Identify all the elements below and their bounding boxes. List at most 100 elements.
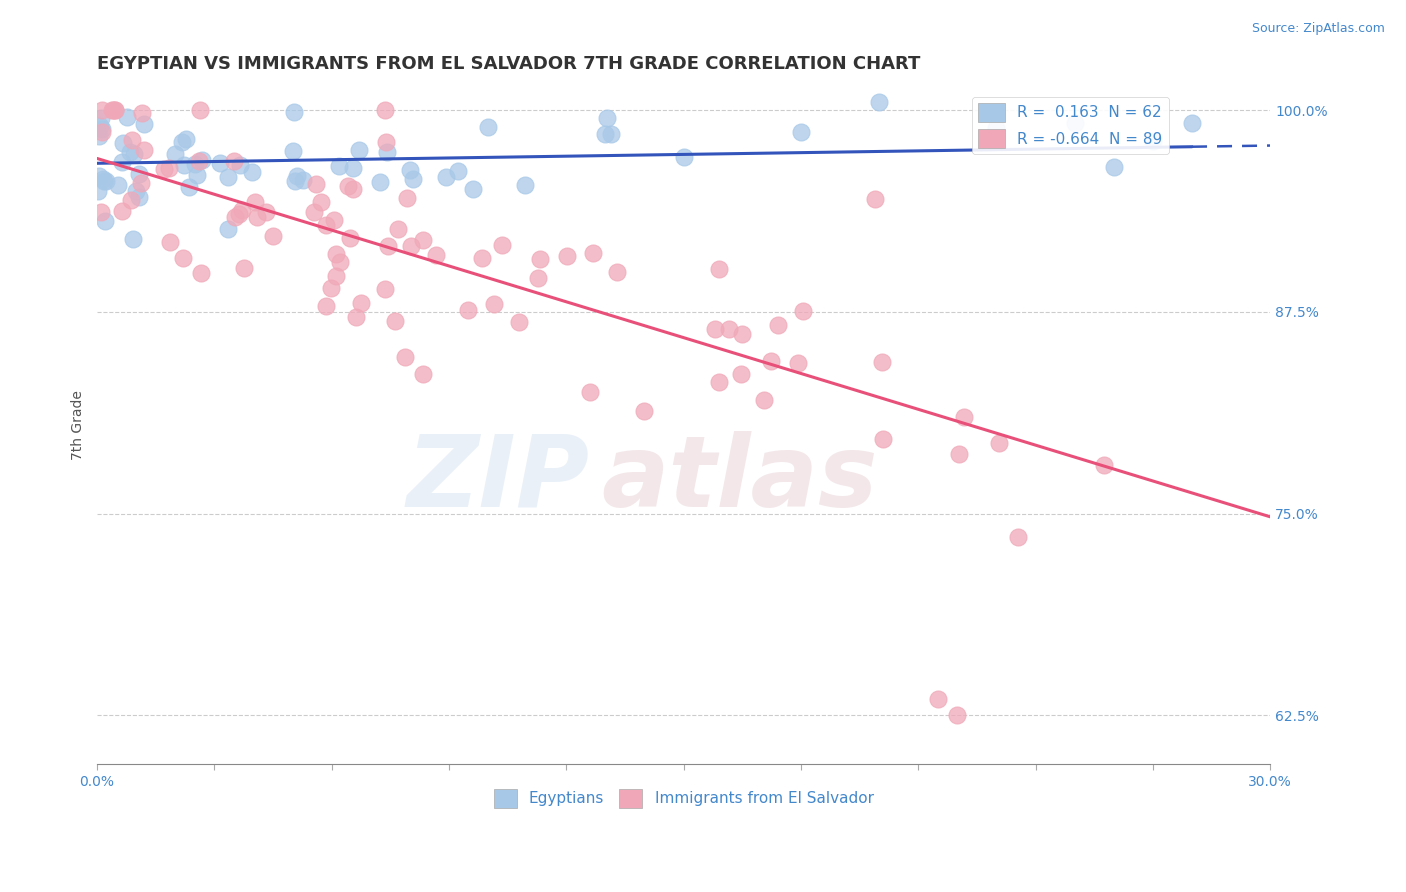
- Point: [91, 172, 114, 186]
- Point: [104, 103, 127, 117]
- Point: [103, 103, 125, 117]
- Point: [91, 125, 114, 139]
- Point: [121, 232, 143, 246]
- Point: [93, 174, 115, 188]
- Point: [229, 158, 252, 172]
- Text: atlas: atlas: [602, 431, 877, 527]
- Point: [217, 222, 239, 236]
- Point: [759, 354, 782, 368]
- Point: [177, 180, 200, 194]
- Point: [446, 164, 468, 178]
- Point: [128, 190, 150, 204]
- Point: [948, 447, 970, 461]
- Point: [946, 708, 969, 723]
- Point: [477, 120, 499, 134]
- Point: [329, 255, 352, 269]
- Point: [246, 210, 269, 224]
- Point: [555, 249, 578, 263]
- Point: [672, 151, 695, 165]
- Point: [457, 303, 479, 318]
- Point: [217, 170, 239, 185]
- Point: [792, 304, 814, 318]
- Point: [952, 410, 974, 425]
- Point: [115, 110, 138, 124]
- Point: [224, 211, 246, 225]
- Point: [111, 155, 134, 169]
- Point: [1102, 161, 1125, 175]
- Point: [599, 128, 621, 142]
- Point: [1092, 458, 1115, 472]
- Point: [482, 296, 505, 310]
- Point: [325, 247, 347, 261]
- Point: [412, 233, 434, 247]
- Point: [90, 111, 112, 125]
- Point: [342, 161, 364, 175]
- Point: [111, 203, 134, 218]
- Point: [394, 350, 416, 364]
- Point: [578, 385, 600, 400]
- Point: [94, 173, 117, 187]
- Point: [375, 145, 398, 159]
- Point: [325, 268, 347, 283]
- Point: [384, 314, 406, 328]
- Point: [131, 106, 153, 120]
- Point: [730, 327, 752, 342]
- Point: [120, 193, 142, 207]
- Point: [491, 238, 513, 252]
- Point: [461, 182, 484, 196]
- Point: [262, 228, 284, 243]
- Point: [157, 161, 180, 175]
- Point: [283, 104, 305, 119]
- Point: [231, 203, 253, 218]
- Point: [872, 433, 894, 447]
- Point: [595, 112, 617, 126]
- Point: [595, 128, 617, 142]
- Point: [281, 144, 304, 158]
- Point: [434, 169, 457, 184]
- Point: [399, 163, 422, 178]
- Point: [173, 158, 195, 172]
- Point: [766, 318, 789, 333]
- Point: [529, 252, 551, 266]
- Point: [752, 393, 775, 408]
- Point: [224, 153, 246, 168]
- Point: [292, 173, 315, 187]
- Point: [606, 264, 628, 278]
- Point: [228, 207, 250, 221]
- Point: [374, 282, 396, 296]
- Point: [163, 146, 186, 161]
- Text: ZIP: ZIP: [406, 431, 589, 527]
- Point: [707, 262, 730, 277]
- Point: [285, 169, 308, 184]
- Point: [118, 145, 141, 160]
- Point: [703, 322, 725, 336]
- Point: [254, 205, 277, 219]
- Point: [322, 213, 344, 227]
- Point: [374, 135, 396, 149]
- Point: [186, 169, 208, 183]
- Legend: Egyptians, Immigrants from El Salvador: Egyptians, Immigrants from El Salvador: [488, 783, 880, 814]
- Point: [350, 295, 373, 310]
- Point: [209, 156, 232, 170]
- Point: [927, 692, 949, 706]
- Point: [188, 103, 211, 117]
- Point: [89, 129, 111, 144]
- Point: [91, 121, 114, 136]
- Point: [243, 195, 266, 210]
- Point: [159, 235, 181, 250]
- Point: [122, 147, 145, 161]
- Point: [87, 184, 110, 198]
- Point: [129, 176, 152, 190]
- Point: [1181, 115, 1204, 129]
- Point: [321, 281, 343, 295]
- Point: [93, 213, 115, 227]
- Point: [868, 95, 890, 109]
- Point: [986, 120, 1008, 135]
- Point: [513, 178, 536, 192]
- Point: [90, 103, 112, 117]
- Point: [870, 355, 893, 369]
- Point: [90, 205, 112, 219]
- Point: [508, 315, 530, 329]
- Point: [790, 124, 813, 138]
- Point: [232, 261, 254, 276]
